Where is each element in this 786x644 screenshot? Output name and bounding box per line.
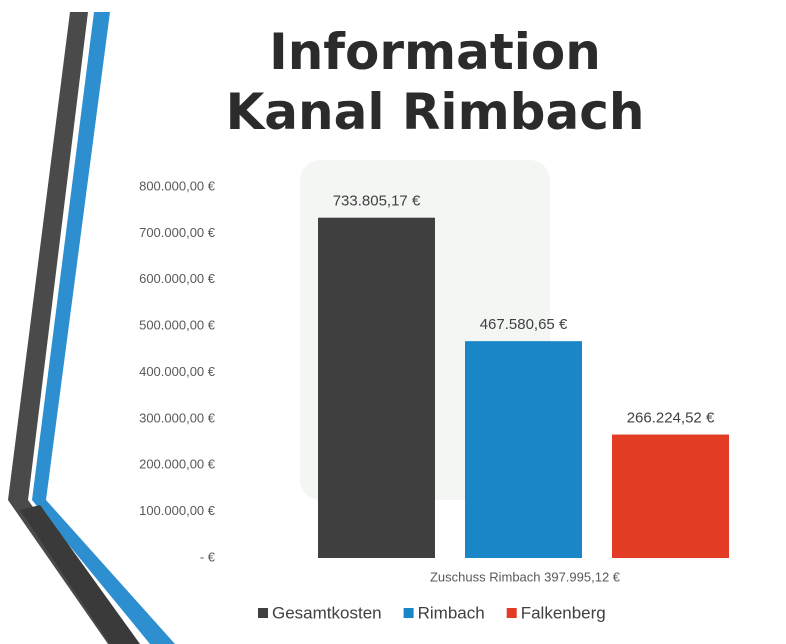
- legend-label: Rimbach: [418, 603, 485, 622]
- legend-swatch: [258, 608, 268, 618]
- y-tick-label: 700.000,00 €: [139, 225, 216, 240]
- bar: [612, 434, 729, 558]
- y-tick-label: 800.000,00 €: [139, 178, 216, 193]
- legend-label: Gesamtkosten: [272, 603, 382, 622]
- data-label: 733.805,17 €: [333, 193, 421, 210]
- data-label: 467.580,65 €: [480, 316, 568, 333]
- y-tick-label: 300.000,00 €: [139, 410, 216, 425]
- legend-swatch: [506, 608, 517, 618]
- bar: [465, 341, 582, 558]
- legend-label: Falkenberg: [521, 603, 606, 622]
- legend-swatch: [403, 608, 414, 618]
- y-tick-label: - €: [200, 549, 216, 564]
- chart-title: Information Kanal Rimbach: [225, 23, 645, 141]
- x-tick-label: Zuschuss Rimbach 397.995,12 €: [430, 569, 621, 584]
- y-tick-label: 200.000,00 €: [139, 457, 216, 472]
- bar: [318, 217, 435, 558]
- data-label: 266.224,52 €: [627, 410, 715, 427]
- y-tick-label: 500.000,00 €: [139, 318, 216, 333]
- y-tick-label: 400.000,00 €: [139, 364, 216, 379]
- y-tick-label: 600.000,00 €: [139, 271, 216, 286]
- y-tick-label: 100.000,00 €: [139, 503, 216, 518]
